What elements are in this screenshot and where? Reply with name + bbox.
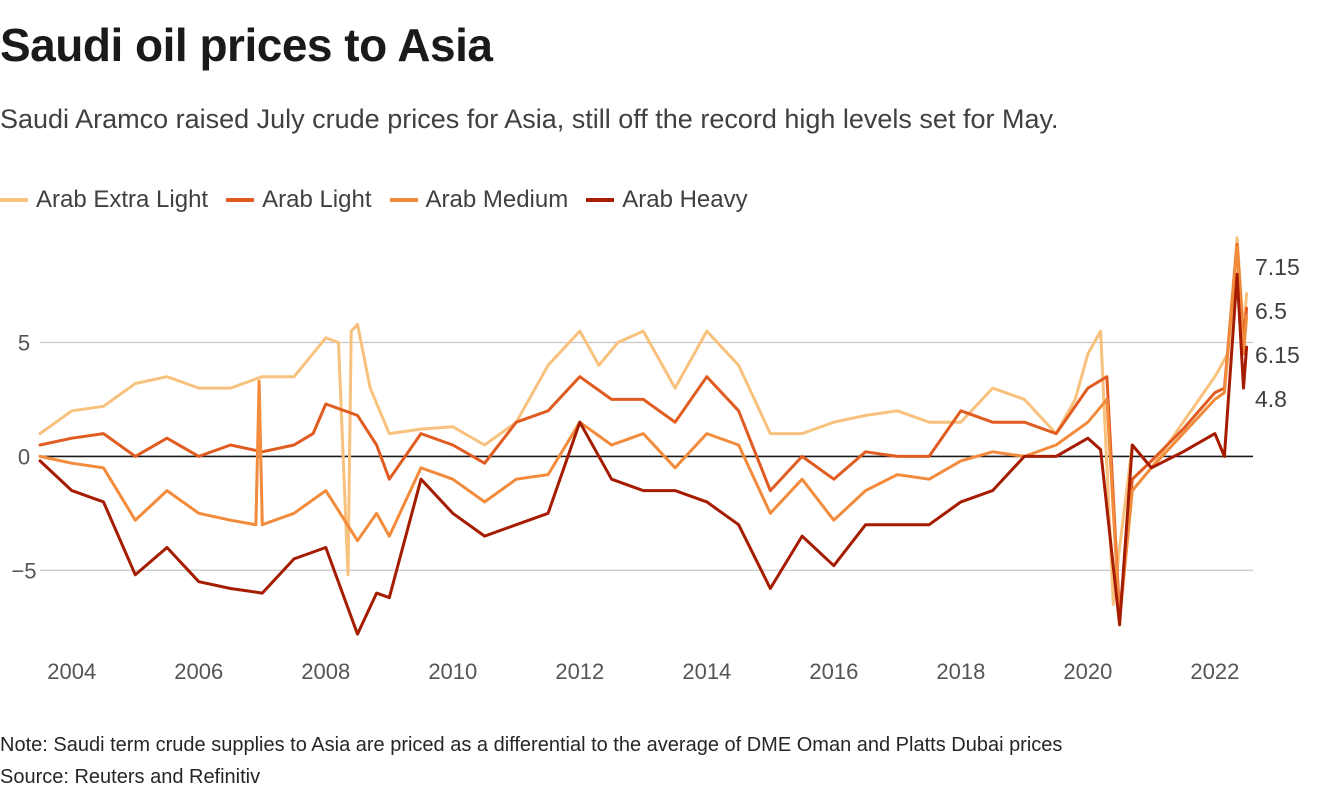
legend-swatch [226, 198, 255, 202]
legend-item-arab-light: Arab Light [226, 186, 372, 214]
x-tick-label: 2010 [428, 659, 477, 684]
end-value-label: 6.15 [1255, 342, 1300, 368]
legend-label: Arab Light [262, 186, 372, 213]
chart-subtitle: Saudi Aramco raised July crude prices fo… [0, 104, 1059, 134]
legend: Arab Extra Light Arab Light Arab Medium … [0, 186, 766, 214]
legend-label: Arab Medium [425, 186, 569, 213]
chart-title: Saudi oil prices to Asia [0, 19, 493, 71]
legend-label: Arab Heavy [622, 186, 748, 213]
series-line-arab-heavy [38, 272, 1249, 636]
series-line-arab-light [38, 243, 1249, 618]
x-tick-label: 2020 [1063, 659, 1112, 684]
x-tick-label: 2012 [555, 659, 604, 684]
x-tick-label: 2008 [301, 659, 350, 684]
legend-item-arab-medium: Arab Medium [389, 186, 569, 214]
end-value-label: 4.8 [1255, 386, 1287, 412]
end-value-label: 7.15 [1255, 254, 1300, 280]
x-tick-label: 2004 [47, 659, 96, 684]
y-tick-label: −5 [11, 558, 36, 583]
x-tick-label: 2018 [936, 659, 985, 684]
x-tick-label: 2022 [1190, 659, 1239, 684]
chart-note: Note: Saudi term crude supplies to Asia … [0, 734, 1063, 756]
x-tick-label: 2014 [682, 659, 731, 684]
chart-source: Source: Reuters and Refinitiv [0, 766, 261, 788]
legend-item-arab-heavy: Arab Heavy [586, 186, 748, 214]
y-tick-label: 5 [18, 331, 30, 356]
x-tick-label: 2006 [174, 659, 223, 684]
y-tick-label: 0 [18, 444, 30, 469]
end-value-label: 6.5 [1255, 298, 1287, 324]
legend-swatch [389, 198, 418, 202]
legend-swatch [0, 198, 28, 202]
legend-swatch [586, 198, 615, 202]
series-line-arab-medium [38, 245, 1249, 622]
x-tick-label: 2016 [809, 659, 858, 684]
line-chart: −5 0 5 2004 2006 2008 2010 2012 2014 2016 2018 2020… [11, 236, 1300, 684]
legend-label: Arab Extra Light [36, 186, 209, 213]
legend-item-arab-extra-light: Arab Extra Light [0, 186, 208, 214]
